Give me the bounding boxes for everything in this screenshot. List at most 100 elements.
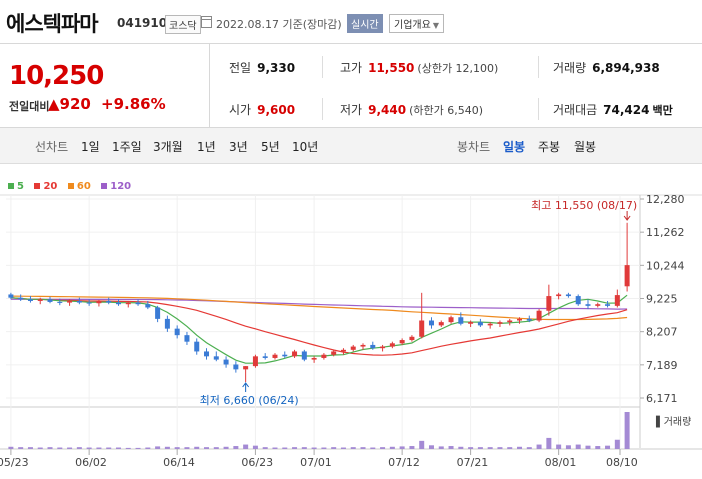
candle-body	[605, 304, 611, 306]
volume-bar	[67, 447, 73, 449]
x-tick-label: 07/12	[388, 456, 420, 469]
tab-1d[interactable]: 1일	[81, 140, 100, 154]
chart-tabbar: 선차트 1일 1주일 3개월 1년 3년 5년 10년 봉차트 일봉 주봉 월봉	[0, 128, 702, 164]
volume-bar	[468, 447, 474, 449]
candle-body	[546, 296, 552, 311]
candle-body	[47, 299, 53, 302]
volume-bar	[595, 446, 601, 449]
price-summary: 10,250 전일대비 ▲920 +9.86%	[0, 44, 210, 128]
candle-body	[614, 295, 620, 306]
candle-body	[497, 322, 503, 324]
candle-body	[115, 302, 121, 305]
volume-bar	[497, 447, 503, 449]
candle-body	[125, 302, 131, 305]
candle-body	[438, 322, 444, 326]
candle-body	[468, 322, 474, 324]
volume-label: ▌거래량	[655, 415, 691, 428]
candle-body	[350, 346, 356, 350]
ma120-line	[10, 298, 628, 310]
stat-amount: 거래대금 74,424 백만	[553, 103, 673, 117]
candle-body	[272, 354, 278, 358]
volume-bar	[477, 447, 483, 449]
tab-10y[interactable]: 10년	[292, 140, 319, 154]
volume-bar	[419, 440, 425, 449]
base-date: 2022.08.17 기준(장마감)	[216, 18, 342, 31]
volume-bar	[184, 447, 190, 449]
candle-body	[458, 317, 464, 324]
tab-monthly[interactable]: 월봉	[574, 140, 597, 154]
stat-open: 시가 9,600	[229, 103, 296, 117]
candle-body	[252, 356, 258, 367]
volume-bar	[350, 447, 356, 449]
high-annotation: 최고 11,550 (08/17)	[531, 199, 637, 212]
company-overview-label: 기업개요	[394, 20, 431, 31]
current-price: 10,250	[9, 61, 104, 91]
ma5-line	[10, 294, 628, 364]
calendar-icon	[201, 16, 212, 28]
candle-body	[18, 297, 24, 300]
stat-volume: 거래량 6,894,938	[553, 61, 660, 75]
candle-body	[409, 336, 415, 341]
tab-daily[interactable]: 일봉	[503, 140, 526, 154]
candle-body	[380, 346, 386, 349]
volume-bar	[536, 444, 542, 449]
candle-body	[174, 328, 180, 336]
candle-body	[321, 354, 327, 358]
change-amount: ▲920	[48, 95, 91, 113]
candle-body	[477, 322, 483, 326]
candle-body	[517, 318, 523, 321]
candle-body	[340, 349, 346, 352]
candle-body	[164, 318, 170, 329]
candle-body	[37, 299, 43, 301]
volume-bar	[252, 445, 258, 449]
volume-bar	[106, 447, 112, 449]
x-tick-label: 05/23	[0, 456, 29, 469]
candle-body	[223, 359, 229, 365]
legend-ma20: 20	[34, 181, 57, 192]
tab-1w[interactable]: 1주일	[112, 140, 142, 154]
y-tick-label: 7,189	[646, 359, 678, 372]
stat-low: 저가 9,440 (하한가 6,540)	[340, 103, 483, 117]
realtime-button[interactable]: 실시간	[347, 14, 383, 33]
tab-3m[interactable]: 3개월	[153, 140, 183, 154]
candle-body	[389, 343, 395, 347]
candle-body	[399, 340, 405, 344]
x-tick-label: 08/01	[545, 456, 577, 469]
volume-bar	[526, 447, 532, 449]
volume-bar	[575, 444, 581, 449]
company-overview-button[interactable]: 기업개요 ▼	[389, 14, 444, 33]
volume-bar	[389, 446, 395, 449]
candle-body	[135, 302, 141, 305]
tab-5y[interactable]: 5년	[261, 140, 280, 154]
volume-bar	[517, 446, 523, 449]
volume-bar	[272, 447, 278, 449]
y-tick-label: 6,171	[646, 392, 678, 405]
volume-bar	[155, 446, 161, 449]
volume-bar	[37, 447, 43, 449]
y-tick-label: 9,225	[646, 293, 678, 306]
volume-bar	[282, 447, 288, 449]
volume-bar	[487, 447, 493, 449]
y-tick-label: 10,244	[646, 259, 685, 272]
candle-body	[292, 351, 298, 357]
candle-body	[184, 335, 190, 342]
candle-body	[204, 351, 210, 357]
change-percent: +9.86%	[101, 95, 166, 113]
volume-bar	[458, 446, 464, 449]
candle-body	[565, 294, 571, 297]
candle-body	[155, 307, 161, 319]
volume-bar	[565, 445, 571, 449]
tab-1y[interactable]: 1년	[197, 140, 216, 154]
chevron-down-icon: ▼	[432, 21, 439, 30]
volume-bar	[204, 447, 210, 449]
tab-3y[interactable]: 3년	[229, 140, 248, 154]
tab-weekly[interactable]: 주봉	[538, 140, 561, 154]
x-tick-label: 07/21	[457, 456, 489, 469]
ma20-line	[10, 297, 628, 356]
x-tick-label: 06/23	[241, 456, 273, 469]
candle-body	[213, 356, 219, 360]
candle-body	[624, 265, 630, 287]
ma-legend: 5 20 60 120	[8, 181, 138, 192]
y-tick-label: 11,262	[646, 226, 685, 239]
